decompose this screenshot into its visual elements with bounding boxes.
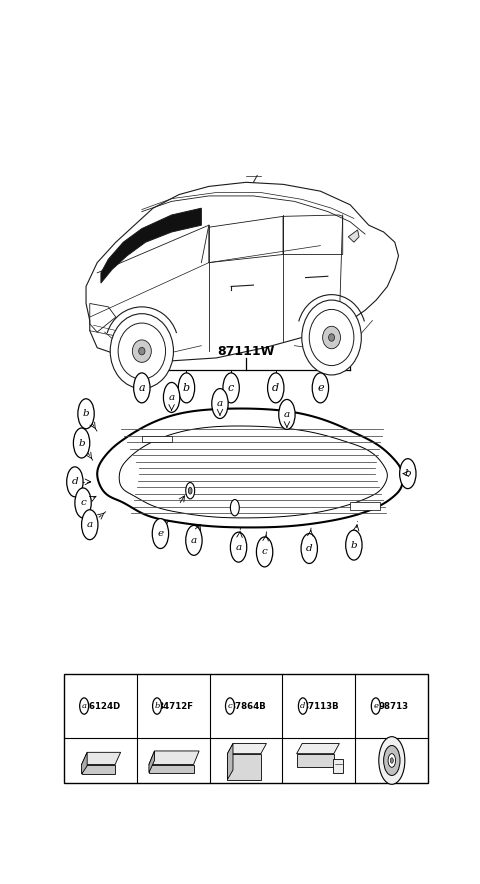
Circle shape bbox=[153, 697, 161, 714]
Text: b: b bbox=[78, 438, 85, 447]
Circle shape bbox=[388, 754, 396, 767]
Circle shape bbox=[67, 467, 83, 497]
Ellipse shape bbox=[302, 300, 361, 375]
Text: c: c bbox=[228, 702, 232, 710]
Text: e: e bbox=[317, 383, 324, 392]
Text: d: d bbox=[300, 702, 306, 710]
Circle shape bbox=[301, 534, 317, 563]
Polygon shape bbox=[149, 751, 155, 773]
Polygon shape bbox=[228, 754, 261, 780]
Polygon shape bbox=[149, 765, 193, 773]
Circle shape bbox=[230, 499, 240, 516]
Text: 87864B: 87864B bbox=[230, 702, 266, 711]
Polygon shape bbox=[101, 208, 202, 283]
Polygon shape bbox=[82, 765, 115, 774]
Polygon shape bbox=[228, 743, 233, 780]
Text: c: c bbox=[262, 547, 267, 556]
Circle shape bbox=[279, 400, 295, 430]
Polygon shape bbox=[350, 502, 380, 510]
Text: c: c bbox=[228, 383, 234, 392]
Circle shape bbox=[256, 537, 273, 567]
Polygon shape bbox=[149, 751, 199, 765]
Circle shape bbox=[73, 428, 90, 458]
Text: d: d bbox=[272, 383, 279, 392]
Circle shape bbox=[379, 736, 405, 784]
Polygon shape bbox=[297, 754, 334, 767]
Circle shape bbox=[230, 532, 247, 562]
Text: 98713: 98713 bbox=[379, 702, 409, 711]
Circle shape bbox=[186, 525, 202, 555]
Circle shape bbox=[312, 373, 329, 403]
Text: 86124D: 86124D bbox=[84, 702, 121, 711]
Text: a: a bbox=[139, 383, 145, 392]
Text: a: a bbox=[191, 536, 197, 545]
Text: e: e bbox=[157, 529, 164, 538]
Text: b: b bbox=[350, 541, 357, 550]
Text: a: a bbox=[284, 410, 290, 419]
Text: b: b bbox=[83, 409, 89, 418]
Text: a: a bbox=[217, 399, 223, 408]
Text: 87113B: 87113B bbox=[303, 702, 339, 711]
Circle shape bbox=[212, 389, 228, 418]
Text: a: a bbox=[168, 392, 175, 402]
Circle shape bbox=[226, 697, 234, 714]
Text: d: d bbox=[72, 477, 78, 486]
Circle shape bbox=[75, 488, 91, 518]
Circle shape bbox=[372, 697, 380, 714]
Circle shape bbox=[186, 483, 195, 499]
Text: a: a bbox=[87, 520, 93, 530]
Polygon shape bbox=[119, 426, 387, 518]
Polygon shape bbox=[82, 752, 87, 774]
Text: 84712F: 84712F bbox=[157, 702, 193, 711]
Text: b: b bbox=[405, 469, 411, 478]
Circle shape bbox=[82, 510, 98, 539]
Circle shape bbox=[152, 519, 168, 548]
Polygon shape bbox=[348, 230, 359, 242]
Bar bbox=[64, 674, 428, 783]
Circle shape bbox=[80, 697, 89, 714]
Text: a: a bbox=[82, 702, 86, 710]
Text: b: b bbox=[155, 702, 160, 710]
Polygon shape bbox=[297, 743, 339, 754]
Circle shape bbox=[178, 373, 195, 403]
Text: e: e bbox=[373, 702, 378, 710]
Ellipse shape bbox=[329, 334, 335, 341]
Ellipse shape bbox=[132, 339, 151, 362]
Polygon shape bbox=[82, 752, 120, 765]
Circle shape bbox=[223, 373, 240, 403]
Circle shape bbox=[346, 530, 362, 560]
Polygon shape bbox=[97, 408, 403, 528]
Circle shape bbox=[267, 373, 284, 403]
Circle shape bbox=[299, 697, 307, 714]
Circle shape bbox=[390, 758, 393, 763]
Circle shape bbox=[400, 459, 416, 489]
Circle shape bbox=[384, 745, 400, 775]
Ellipse shape bbox=[323, 326, 340, 349]
Text: c: c bbox=[80, 499, 86, 507]
Polygon shape bbox=[333, 759, 343, 773]
Text: b: b bbox=[183, 383, 190, 392]
Circle shape bbox=[163, 383, 180, 412]
Circle shape bbox=[133, 373, 150, 403]
Text: 87111W: 87111W bbox=[217, 345, 275, 358]
Circle shape bbox=[188, 487, 192, 494]
Circle shape bbox=[78, 399, 94, 429]
Ellipse shape bbox=[139, 347, 145, 354]
Polygon shape bbox=[142, 436, 172, 442]
Ellipse shape bbox=[110, 314, 173, 389]
Text: a: a bbox=[236, 543, 241, 552]
Polygon shape bbox=[228, 743, 266, 754]
Text: d: d bbox=[306, 544, 312, 553]
